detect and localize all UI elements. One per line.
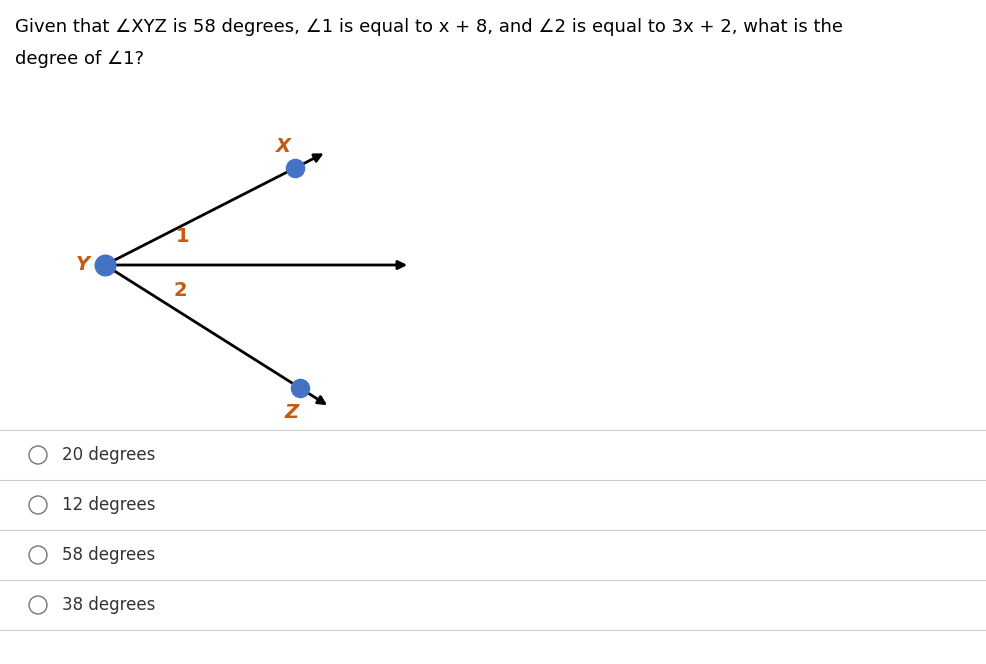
Point [292, 382, 308, 393]
Text: Y: Y [76, 256, 90, 274]
Text: Given that ∠XYZ is 58 degrees, ∠1 is equal to x + 8, and ∠2 is equal to 3x + 2, : Given that ∠XYZ is 58 degrees, ∠1 is equ… [15, 18, 843, 36]
Text: Z: Z [285, 402, 299, 422]
Text: 1: 1 [176, 228, 190, 246]
Text: X: X [275, 137, 291, 155]
Text: 58 degrees: 58 degrees [62, 546, 155, 564]
Text: 12 degrees: 12 degrees [62, 496, 156, 514]
Text: 2: 2 [174, 280, 186, 299]
Point [97, 260, 112, 270]
Text: degree of ∠1?: degree of ∠1? [15, 50, 144, 68]
Point [287, 163, 303, 173]
Text: 38 degrees: 38 degrees [62, 596, 156, 614]
Text: 20 degrees: 20 degrees [62, 446, 156, 464]
